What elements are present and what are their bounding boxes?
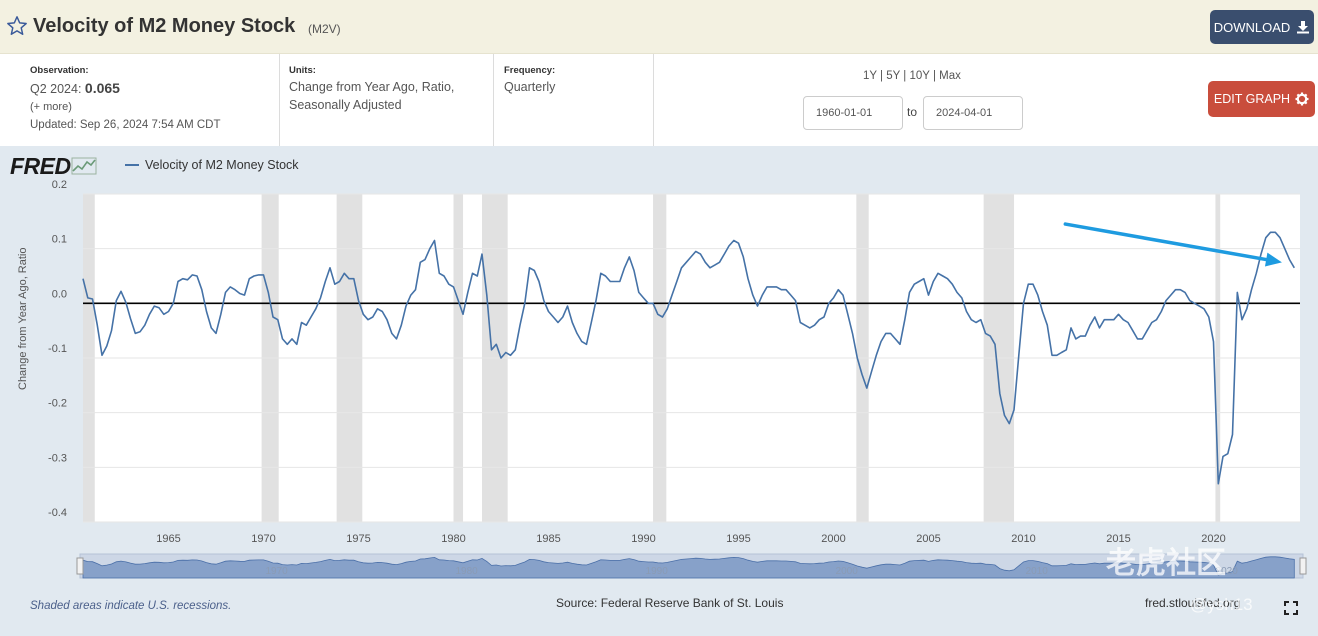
y-tick-label-2: 0.0 (52, 288, 67, 300)
observation-block: Observation: Q2 2024: 0.065 (+ more) Upd… (0, 54, 280, 146)
legend-swatch (125, 164, 139, 166)
x-tick-label-5: 1990 (631, 533, 655, 545)
x-tick-label-11: 2020 (1201, 533, 1225, 545)
gear-icon (1295, 92, 1309, 106)
navigator-label-4: 2010 (1026, 566, 1049, 577)
x-tick-label-9: 2010 (1011, 533, 1035, 545)
watermark: 老虎社区 (1106, 547, 1226, 580)
y-tick-label-0: 0.2 (52, 179, 67, 191)
edit-graph-button[interactable]: EDIT GRAPH (1208, 81, 1315, 117)
annotation-arrow-shaft (1063, 222, 1268, 262)
navigator-label-2: 1990 (646, 566, 669, 577)
to-label: to (907, 105, 918, 119)
x-tick-label-3: 1980 (441, 533, 465, 545)
x-tick-label-8: 2005 (916, 533, 940, 545)
start-date-input[interactable]: 1960-01-01 (803, 96, 903, 130)
x-tick-label-1: 1970 (251, 533, 275, 545)
x-tick-label-2: 1975 (346, 533, 370, 545)
x-tick-label-0: 1965 (156, 533, 180, 545)
end-date-input[interactable]: 2024-04-01 (923, 96, 1023, 130)
x-tick-label-7: 2000 (821, 533, 845, 545)
frequency-block: Frequency: Quarterly (494, 54, 654, 146)
range-1y[interactable]: 1Y (863, 70, 877, 82)
series-id: (M2V) (308, 22, 341, 36)
y-tick-label-1: 0.1 (52, 234, 67, 246)
x-tick-label-10: 2015 (1106, 533, 1130, 545)
source-note: Source: Federal Reserve Bank of St. Loui… (556, 596, 784, 610)
y-tick-label-4: -0.2 (48, 398, 67, 410)
navigator-label-3: 2000 (836, 566, 859, 577)
fred-url[interactable]: fred.stlouisfed.org (1145, 596, 1241, 610)
series-meta: Observation: Q2 2024: 0.065 (+ more) Upd… (0, 54, 1318, 146)
series-line-velocity-m2 (82, 231, 1295, 485)
annotation-arrow-head (1264, 252, 1282, 267)
observation-period: Q2 2024: (30, 82, 82, 96)
y-tick-label-3: -0.1 (48, 343, 67, 355)
fred-logo: FRED (10, 153, 97, 179)
units-line2: Seasonally Adjusted (289, 98, 402, 112)
observation-line: Q2 2024: 0.065 (30, 79, 120, 98)
recession-note: Shaded areas indicate U.S. recessions. (30, 600, 232, 612)
observation-value: 0.065 (84, 80, 120, 96)
frequency-label: Frequency: (504, 65, 556, 76)
watermark-user: @ysh13 (1190, 595, 1253, 614)
frequency-value: Quarterly (504, 80, 556, 94)
chart-legend: Velocity of M2 Money Stock (125, 158, 299, 172)
navigator-label-0: 1970 (266, 566, 289, 577)
download-button[interactable]: DOWNLOAD (1210, 10, 1314, 44)
units-label: Units: (289, 65, 316, 76)
series-header: Velocity of M2 Money Stock (M2V) DOWNLOA… (0, 0, 1318, 54)
navigator-handle-left[interactable] (76, 557, 84, 575)
range-max[interactable]: Max (939, 70, 961, 82)
updated-text: Updated: Sep 26, 2024 7:54 AM CDT (30, 119, 221, 131)
navigator-label-1: 1980 (456, 566, 479, 577)
units-block: Units: Change from Year Ago, Ratio, Seas… (280, 54, 494, 146)
legend-label: Velocity of M2 Money Stock (145, 158, 299, 172)
star-icon[interactable] (6, 15, 28, 37)
fullscreen-icon[interactable] (1284, 601, 1298, 615)
observation-label: Observation: (30, 65, 89, 76)
download-label: DOWNLOAD (1213, 19, 1291, 35)
page-title: Velocity of M2 Money Stock (33, 15, 296, 37)
range-5y[interactable]: 5Y (886, 70, 901, 82)
fred-logo-chart-icon (71, 157, 97, 175)
download-icon (1297, 21, 1310, 34)
more-link[interactable]: (+ more) (30, 101, 72, 113)
y-tick-label-5: -0.3 (48, 452, 67, 464)
fred-logo-text: FRED (10, 152, 71, 179)
edit-graph-label: EDIT GRAPH (1213, 92, 1291, 106)
navigator-series (82, 556, 1295, 579)
y-tick-label-6: -0.4 (48, 507, 67, 519)
chart-svg: 0.2 0.1 0.0 -0.1 -0.2 -0.3 -0.4 1965 1970 1975 198… (48, 179, 1307, 579)
units-line1: Change from Year Ago, Ratio, (289, 80, 455, 94)
range-10y[interactable]: 10Y (909, 70, 930, 82)
x-tick-label-6: 1995 (726, 533, 750, 545)
x-tick-label-4: 1985 (536, 533, 560, 545)
range-links: 1Y | 5Y | 10Y | Max (863, 70, 961, 82)
navigator-label-5: 2020 (1216, 566, 1239, 577)
navigator-handle-right[interactable] (1299, 557, 1307, 575)
